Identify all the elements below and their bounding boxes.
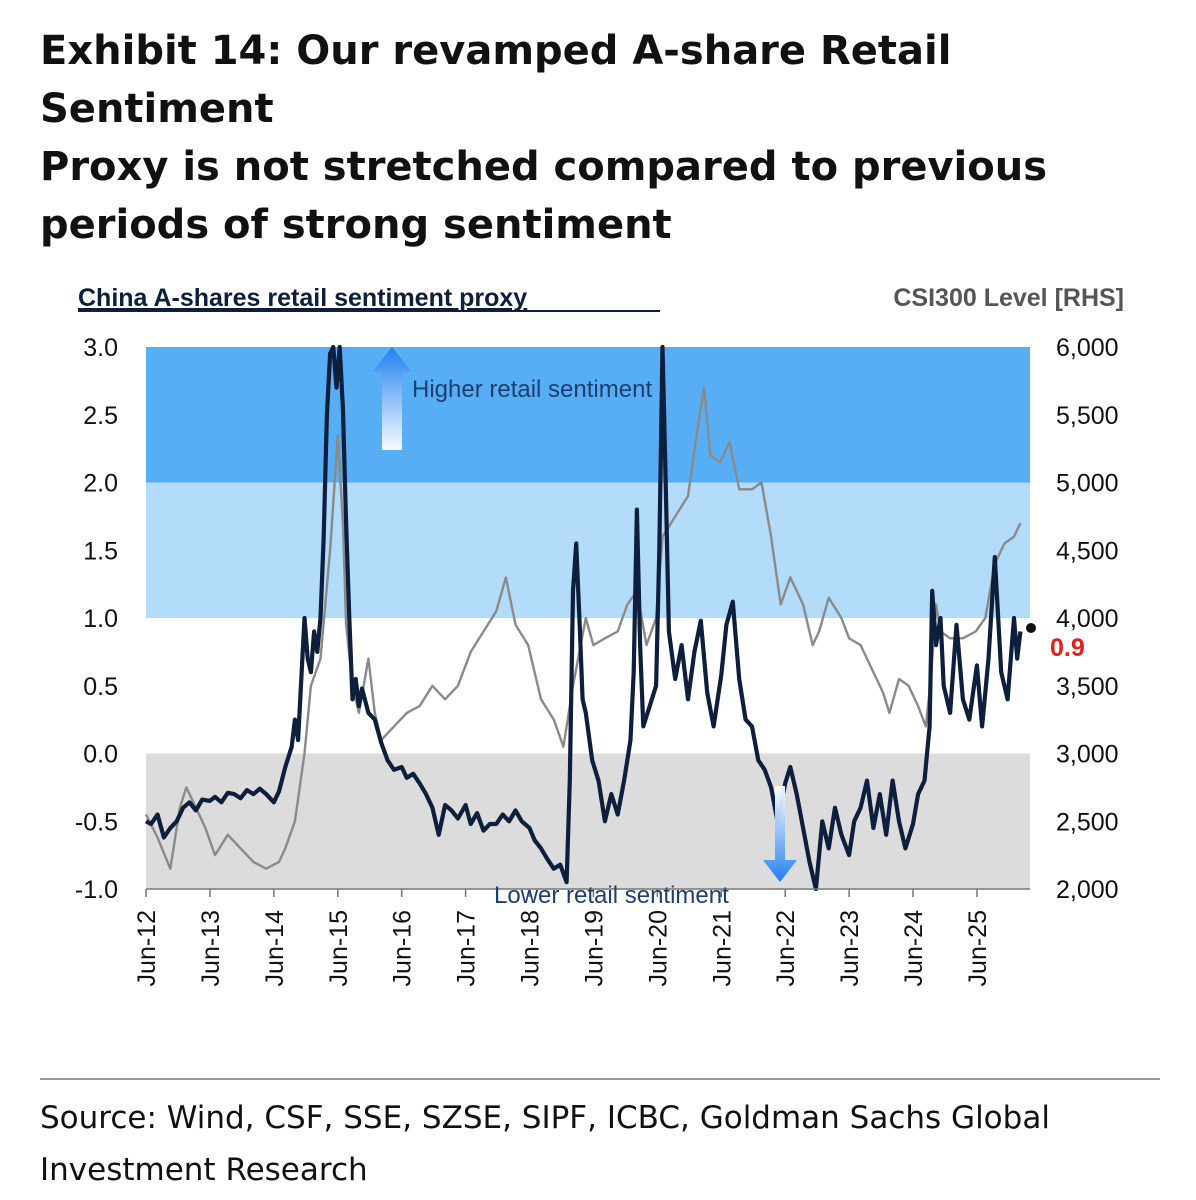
left-axis-title: China A-shares retail sentiment proxy — [78, 284, 527, 312]
latest-value-label: 0.9 — [1050, 634, 1085, 662]
x-tick-label: Jun-24 — [900, 910, 928, 987]
x-tick-label: Jun-22 — [772, 910, 800, 986]
x-tick-label: Jun-15 — [325, 910, 353, 986]
title-line-3: periods of strong sentiment — [40, 202, 672, 248]
y2-tick-label: 2,500 — [1056, 808, 1119, 836]
y2-tick-label: 5,500 — [1056, 402, 1119, 430]
title-line-1: Exhibit 14: Our revamped A-share Retail … — [40, 28, 952, 132]
y2-tick-label: 4,500 — [1056, 537, 1119, 565]
arrow-up-icon — [372, 347, 412, 450]
source-line-2: Investment Research — [40, 1152, 368, 1188]
x-tick-label: Jun-18 — [517, 910, 545, 986]
y-tick-label: 3.0 — [83, 334, 118, 362]
csi300-line — [144, 386, 1022, 870]
title-line-2: Proxy is not stretched compared to previ… — [40, 144, 1048, 190]
x-tick-label: Jun-14 — [261, 910, 289, 987]
y-tick-label: 1.5 — [83, 537, 118, 565]
source-line-1: Source: Wind, CSF, SSE, SZSE, SIPF, ICBC… — [40, 1100, 1050, 1136]
right-axis-title: CSI300 Level [RHS] — [893, 284, 1124, 312]
arrow-down-icon — [763, 786, 797, 882]
y2-tick-label: 5,000 — [1056, 470, 1119, 498]
y-tick-label: 0.5 — [83, 673, 118, 701]
y-tick-label: -1.0 — [75, 876, 118, 904]
y2-tick-label: 3,500 — [1056, 673, 1119, 701]
x-tick-label: Jun-16 — [389, 910, 417, 986]
chart-title: Exhibit 14: Our revamped A-share Retail … — [40, 22, 1160, 254]
y2-tick-label: 3,000 — [1056, 741, 1119, 769]
sentiment-proxy-line — [145, 344, 1023, 892]
y2-tick-label: 4,000 — [1056, 605, 1119, 633]
x-tick-label: Jun-17 — [453, 910, 481, 986]
higher-sentiment-label: Higher retail sentiment — [412, 376, 652, 403]
band-mid — [146, 482, 1030, 618]
y2-tick-label: 2,000 — [1056, 876, 1119, 904]
latest-value-marker — [1026, 623, 1036, 633]
y-tick-label: 2.5 — [83, 402, 118, 430]
x-tick-label: Jun-20 — [644, 910, 672, 986]
sentiment-chart: 3.0 2.5 2.0 1.5 1.0 0.5 0.0 -0.5 -1.0 6,000 5,500 5… — [75, 284, 1124, 987]
band-high — [146, 347, 1030, 483]
y-tick-label: -0.5 — [75, 808, 118, 836]
source-divider — [40, 1078, 1160, 1080]
y-tick-label: 2.0 — [83, 470, 118, 498]
x-tick-label: Jun-21 — [708, 910, 736, 986]
source-note: Source: Wind, CSF, SSE, SZSE, SIPF, ICBC… — [40, 1092, 1160, 1196]
lower-sentiment-label: Lower retail sentiment — [494, 882, 729, 909]
x-tick-label: Jun-23 — [836, 910, 864, 986]
y-tick-label: 1.0 — [83, 605, 118, 633]
x-tick-label: Jun-19 — [580, 910, 608, 986]
x-tick-label: Jun-13 — [197, 910, 225, 986]
y-tick-label: 0.0 — [83, 741, 118, 769]
x-tick-label: Jun-12 — [133, 910, 161, 986]
y2-tick-label: 6,000 — [1056, 334, 1119, 362]
x-tick-label: Jun-25 — [964, 910, 992, 986]
